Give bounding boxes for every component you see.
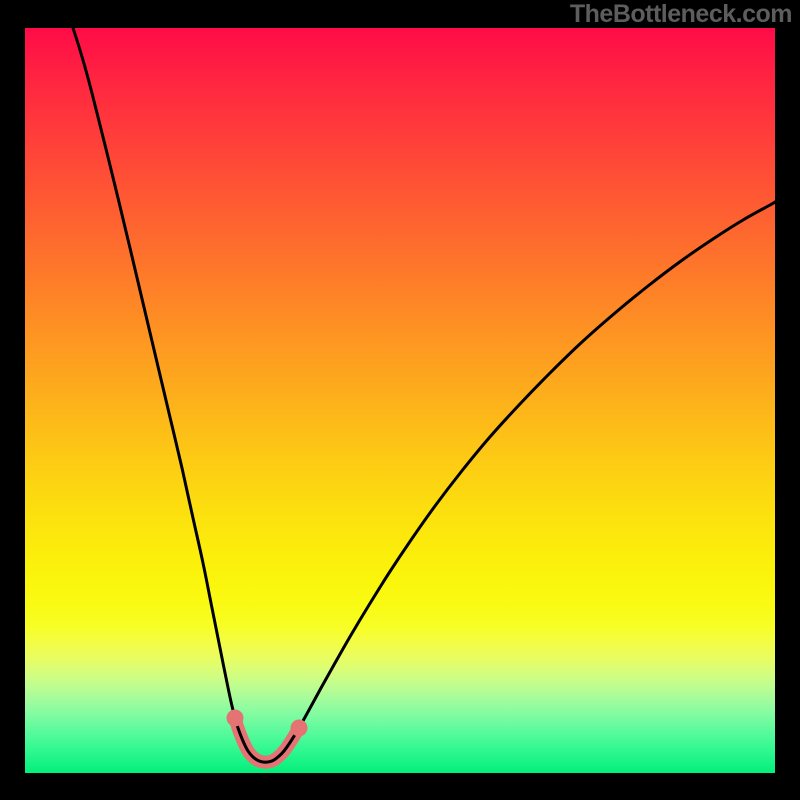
plot-bg [25, 28, 775, 773]
marker-dot [227, 710, 244, 727]
marker-dot [291, 720, 308, 737]
chart-container: TheBottleneck.com [0, 0, 800, 800]
watermark-text: TheBottleneck.com [570, 0, 792, 29]
bottleneck-chart [0, 0, 800, 800]
